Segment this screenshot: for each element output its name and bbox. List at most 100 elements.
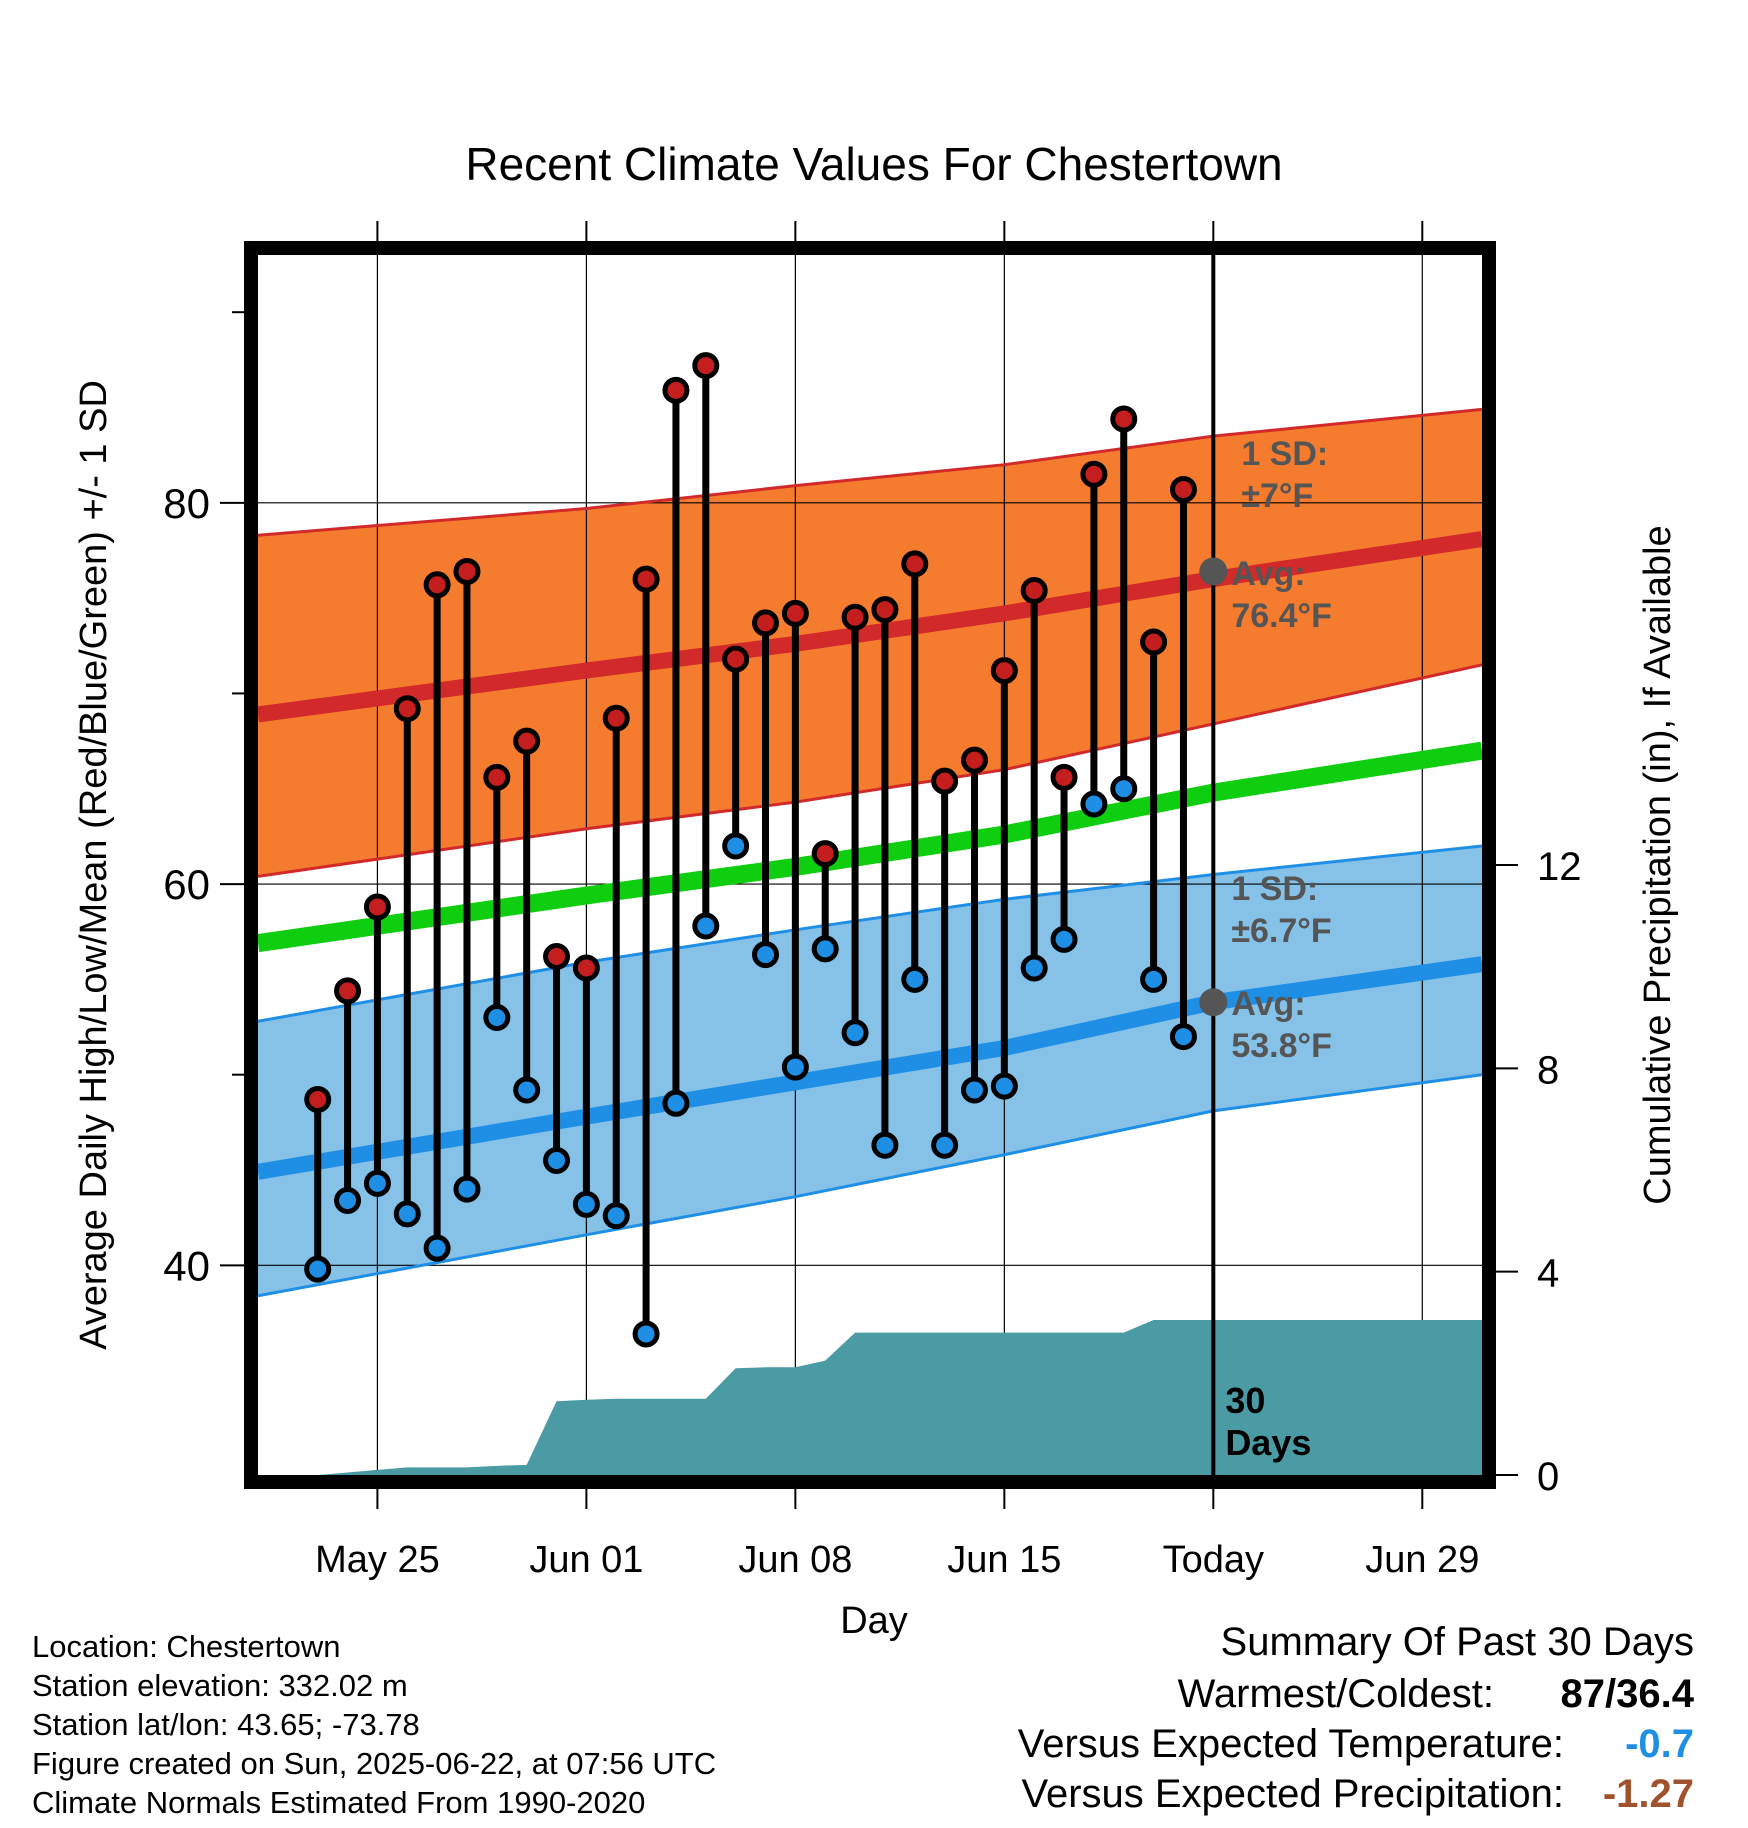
high-temp-point — [901, 550, 929, 578]
low-temp-point — [960, 1076, 988, 1104]
x-tick-label: Today — [1163, 1539, 1264, 1581]
x-tick-label: Jun 01 — [529, 1539, 643, 1581]
low-temp-point — [304, 1255, 332, 1283]
avg-mean-line — [258, 741, 1482, 953]
low-temp-point — [901, 965, 929, 993]
high-temp-point — [722, 645, 750, 673]
high-temp-point — [453, 557, 481, 585]
high-temp-point — [1169, 475, 1197, 503]
low-temp-point — [662, 1089, 690, 1117]
high-sd-band — [258, 409, 1482, 877]
low-avg-annotation: Avg: 53.8°F — [1231, 985, 1332, 1065]
created-text: Figure created on Sun, 2025-06-22, at 07… — [32, 1746, 717, 1781]
high-temp-point — [572, 954, 600, 982]
y-tick-label-right: 0 — [1537, 1455, 1559, 1499]
avg-low-line — [258, 956, 1482, 1180]
avg-high-line — [258, 531, 1482, 723]
high-temp-point — [662, 376, 690, 404]
high-temp-point — [543, 943, 571, 970]
x-tick-label: Jun 15 — [947, 1539, 1061, 1581]
low-temp-point — [722, 832, 750, 860]
low-temp-point — [363, 1169, 391, 1197]
x-tick-label: Jun 08 — [738, 1539, 852, 1581]
high-temp-point — [483, 763, 511, 791]
low-temp-point — [334, 1187, 362, 1214]
precipitation-area — [258, 1319, 1482, 1475]
summary-label: Versus Expected Precipitation: — [1021, 1772, 1564, 1816]
summary-row-precipitation: Versus Expected Precipitation: -1.27 — [794, 1772, 1694, 1822]
high-sd-annotation: 1 SD: ±7°F — [1241, 435, 1328, 515]
high-temp-point — [752, 609, 780, 637]
summary-label: Versus Expected Temperature: — [1017, 1722, 1564, 1766]
y-tick-label-left: 60 — [163, 861, 210, 908]
summary-panel: Summary Of Past 30 Days Warmest/Coldest:… — [794, 1620, 1694, 1822]
low-temp-point — [393, 1200, 421, 1228]
high-temp-point — [513, 727, 541, 755]
high-temp-point — [692, 352, 720, 380]
low-temp-point — [572, 1190, 600, 1218]
y-tick-label-right: 12 — [1537, 845, 1582, 889]
low-temp-point — [423, 1234, 451, 1262]
low-temp-point — [871, 1131, 899, 1159]
high-temp-point — [1080, 460, 1108, 488]
plot-frame — [244, 241, 1496, 1489]
high-temp-point — [1050, 763, 1078, 791]
low-temp-point — [692, 912, 720, 940]
high-temp-point — [334, 977, 362, 1005]
summary-title: Summary Of Past 30 Days — [1220, 1620, 1694, 1664]
low-temp-point — [1050, 925, 1078, 953]
low-temp-point — [931, 1131, 959, 1159]
x-tick-label: May 25 — [315, 1539, 440, 1581]
location-text: Location: Chestertown — [32, 1629, 341, 1664]
summary-value: -1.27 — [1602, 1772, 1694, 1816]
latlon-text: Station lat/lon: 43.65; -73.78 — [32, 1707, 420, 1742]
low-temp-point — [543, 1146, 571, 1174]
low-temp-point — [632, 1320, 660, 1348]
low-sd-lower-edge — [258, 1073, 1482, 1298]
high-temp-point — [811, 840, 839, 868]
plot-inner — [258, 255, 1482, 1475]
chart-title: Recent Climate Values For Chestertown — [465, 138, 1282, 190]
low-temp-point — [752, 941, 780, 969]
summary-value: 87/36.4 — [1560, 1672, 1694, 1716]
high-sd-upper-edge — [258, 407, 1482, 537]
low-temp-point — [990, 1072, 1018, 1100]
low-temp-point — [841, 1019, 869, 1047]
elevation-text: Station elevation: 332.02 m — [32, 1668, 408, 1703]
y-tick-label-left: 80 — [163, 480, 210, 527]
high-temp-point — [781, 599, 809, 627]
x-axis-label: Day — [840, 1600, 908, 1642]
low-temp-point — [1140, 965, 1168, 993]
summary-label: Warmest/Coldest: — [1177, 1672, 1494, 1716]
high-temp-point — [931, 767, 959, 795]
y-tick-label-left: 40 — [163, 1242, 210, 1289]
high-temp-point — [1140, 628, 1168, 656]
low-temp-point — [602, 1202, 630, 1230]
high-temp-point — [960, 746, 988, 774]
high-temp-point — [841, 603, 869, 631]
low-sd-annotation: 1 SD: ±6.7°F — [1231, 870, 1331, 950]
high-avg-annotation: Avg: 76.4°F — [1231, 555, 1332, 635]
normals-text: Climate Normals Estimated From 1990-2020 — [32, 1785, 646, 1820]
high-temp-point — [632, 565, 660, 593]
low-sd-upper-edge — [258, 844, 1482, 1023]
high-temp-point — [602, 704, 630, 732]
summary-value: -0.7 — [1625, 1722, 1694, 1766]
low-temp-point — [483, 1004, 511, 1031]
low-temp-point — [1020, 954, 1048, 982]
low-temp-point — [811, 935, 839, 963]
summary-row-warmest: Warmest/Coldest: 87/36.4 — [794, 1672, 1694, 1722]
x-tick-label: Jun 29 — [1365, 1539, 1479, 1581]
y-axis-left-label: Average Daily High/Low/Mean (Red/Blue/Gr… — [73, 380, 115, 1350]
high-sd-lower-edge — [258, 663, 1482, 878]
y-tick-label-right: 8 — [1537, 1048, 1559, 1092]
y-tick-label-right: 4 — [1537, 1252, 1559, 1296]
today-days-label: 30 Days — [1225, 1380, 1311, 1463]
station-info: Location: Chestertown Station elevation:… — [32, 1627, 716, 1822]
today-high-normal-marker — [1199, 557, 1228, 586]
low-temp-point — [1169, 1023, 1197, 1051]
high-temp-point — [990, 657, 1018, 685]
plot-area: 1 SD: ±7°F Avg: 76.4°F 1 SD: ±6.7°F Avg: 53.8°F… — [163, 221, 1582, 1581]
low-temp-point — [1110, 775, 1138, 803]
